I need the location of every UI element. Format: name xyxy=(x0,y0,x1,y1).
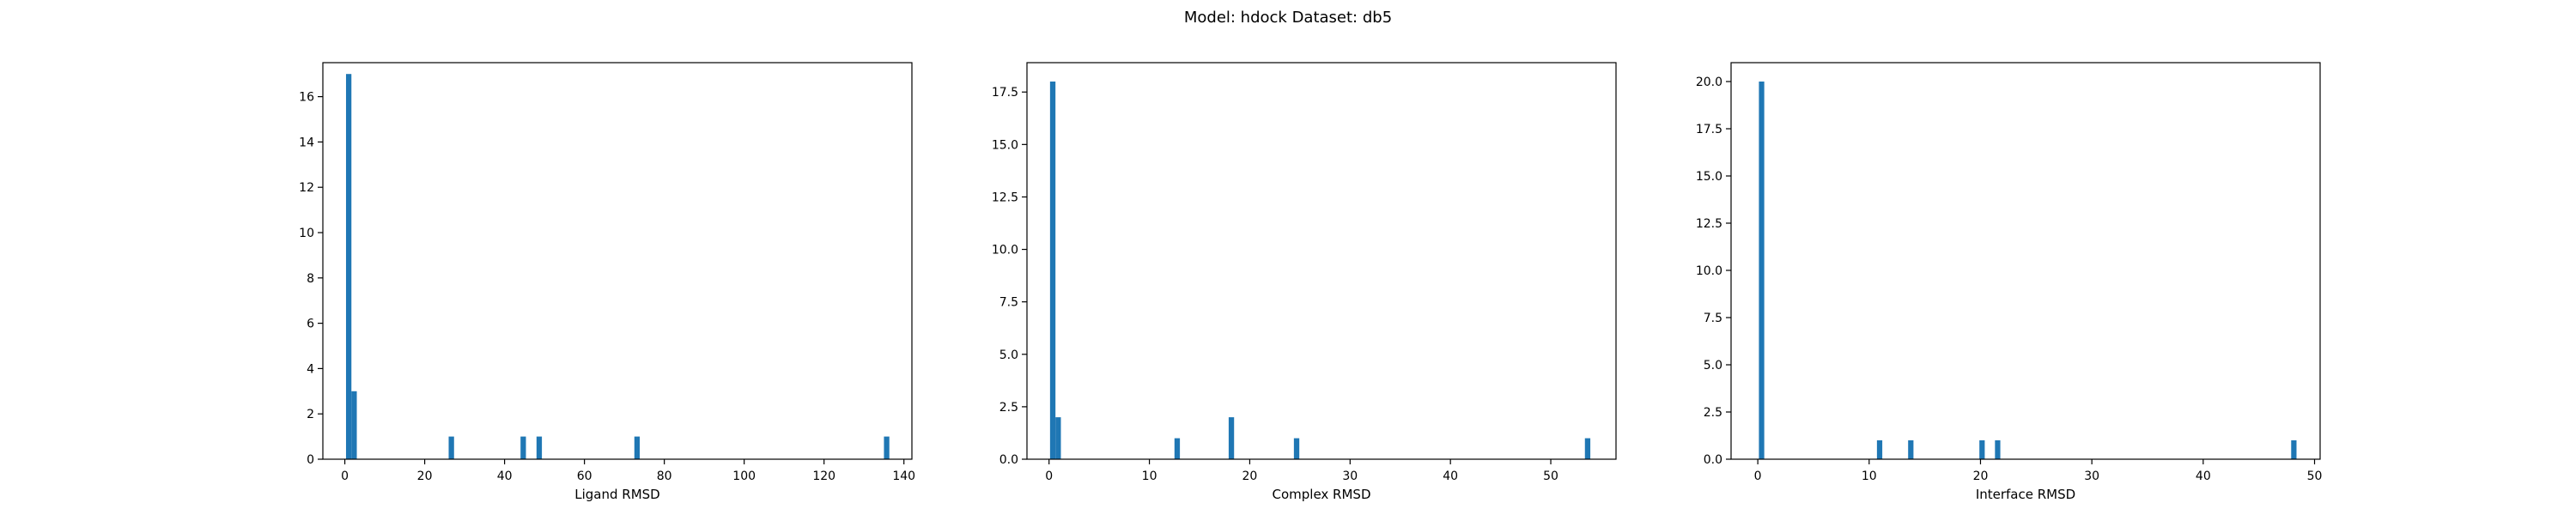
histogram-bar xyxy=(1293,438,1300,459)
x-tick-label: 30 xyxy=(1342,470,1358,483)
histogram-bar xyxy=(1908,440,1914,459)
figure-title: Model: hdock Dataset: db5 xyxy=(1183,9,1393,27)
x-tick-label: 100 xyxy=(732,470,756,483)
y-tick-label: 17.5 xyxy=(1696,123,1722,136)
histogram-bar xyxy=(1979,440,1985,459)
y-tick-label: 20.0 xyxy=(1696,76,1722,89)
histogram-bar xyxy=(1228,417,1235,459)
histogram-bar xyxy=(634,436,641,459)
histogram-bar xyxy=(1759,82,1765,459)
x-tick-label: 30 xyxy=(2084,470,2099,483)
histogram-panel-2: 0 10 20 30 40 50 0.0 2.5 5.0 7.5 10.0 12.5 15.0 17.5 C… xyxy=(992,62,1617,502)
x-tick-label: 20 xyxy=(1242,470,1258,483)
histogram-bar xyxy=(351,391,357,459)
x-tick-label: 40 xyxy=(2196,470,2211,483)
x-tick-label: 120 xyxy=(812,470,835,483)
y-tick-label: 15.0 xyxy=(1696,170,1722,184)
x-tick-label: 40 xyxy=(497,470,513,483)
y-tick-label: 5.0 xyxy=(999,348,1018,362)
y-tick-label: 0 xyxy=(307,453,314,467)
y-tick-label: 10 xyxy=(299,227,314,240)
x-tick-label: 50 xyxy=(1543,470,1558,483)
y-tick-label: 7.5 xyxy=(1704,312,1722,325)
x-axis-label: Complex RMSD xyxy=(1273,487,1371,502)
x-axis-label: Ligand RMSD xyxy=(574,487,659,502)
y-tick-label: 12.5 xyxy=(1696,217,1722,231)
y-tick-label: 7.5 xyxy=(999,296,1018,310)
axes-frame xyxy=(1026,62,1617,460)
histogram-bar xyxy=(2291,440,2297,459)
histogram-bar xyxy=(884,436,890,459)
y-tick-label: 0.0 xyxy=(999,453,1018,467)
x-tick-label: 140 xyxy=(892,470,915,483)
x-tick-label: 0 xyxy=(1754,470,1762,483)
x-tick-label: 40 xyxy=(1443,470,1458,483)
y-tick-label: 17.5 xyxy=(992,86,1018,100)
y-tick-label: 12 xyxy=(299,181,314,195)
histogram-bar xyxy=(520,436,526,459)
axes-frame xyxy=(322,62,913,460)
y-tick-label: 6 xyxy=(307,318,314,331)
x-tick-label: 50 xyxy=(2307,470,2323,483)
x-tick-label: 10 xyxy=(1142,470,1157,483)
histogram-bar xyxy=(1055,417,1061,459)
y-tick-label: 2 xyxy=(307,408,314,421)
histogram-bar xyxy=(345,74,352,459)
histogram-bar xyxy=(1049,82,1056,459)
x-tick-label: 20 xyxy=(417,470,433,483)
y-tick-label: 5.0 xyxy=(1704,359,1722,373)
y-tick-label: 12.5 xyxy=(992,191,1018,204)
x-tick-label: 80 xyxy=(657,470,672,483)
x-tick-label: 10 xyxy=(1862,470,1877,483)
histogram-bar xyxy=(536,436,543,459)
x-axis-label: Interface RMSD xyxy=(1976,487,2075,502)
y-tick-label: 10.0 xyxy=(992,244,1018,258)
x-tick-label: 20 xyxy=(1973,470,1989,483)
histogram-bar xyxy=(1876,440,1883,459)
x-tick-label: 60 xyxy=(577,470,592,483)
histogram-bar xyxy=(448,436,454,459)
y-tick-label: 0.0 xyxy=(1704,453,1722,467)
y-tick-label: 8 xyxy=(307,272,314,286)
histogram-bar xyxy=(1174,438,1181,459)
histogram-bar xyxy=(1584,438,1591,459)
y-tick-label: 10.0 xyxy=(1696,264,1722,278)
histogram-bar xyxy=(1995,440,2001,459)
x-tick-label: 0 xyxy=(1045,470,1053,483)
y-tick-label: 16 xyxy=(299,91,314,105)
y-tick-label: 2.5 xyxy=(999,401,1018,415)
y-tick-label: 14 xyxy=(299,136,314,149)
histogram-panel-3: 0 10 20 30 40 50 0.0 2.5 5.0 7.5 10.0 12.5 15.0 17.5 2… xyxy=(1696,62,2323,502)
y-tick-label: 15.0 xyxy=(992,138,1018,152)
x-tick-label: 0 xyxy=(341,470,349,483)
axes-frame xyxy=(1730,62,2321,460)
histogram-panel-1: 0 20 40 60 80 100 120 140 0 2 4 6 8 10 12 14 16 Ligand RM… xyxy=(299,62,915,502)
y-tick-label: 2.5 xyxy=(1704,406,1722,420)
y-tick-label: 4 xyxy=(307,362,314,376)
